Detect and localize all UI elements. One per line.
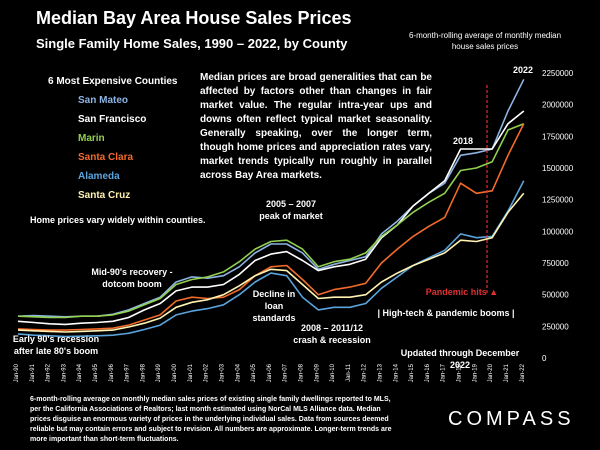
x-tick-label: Jan-97 bbox=[125, 363, 131, 382]
y-axis-ticks: 0 250000 500000 750000 1000000 1250000 1500000… bbox=[542, 69, 574, 363]
x-tick-label: Jan-19 bbox=[472, 363, 478, 382]
annotation-mid-90s: Mid-90's recovery - dotcom boom bbox=[91, 267, 173, 289]
annotation-2022: 2022 bbox=[512, 65, 534, 75]
y-tick-label: 1750000 bbox=[542, 132, 574, 141]
x-tick-label: Jan-03 bbox=[219, 363, 225, 382]
annotation-crash: 2008 – 2011/12 crash & recession bbox=[293, 323, 371, 345]
annotation-vary-widely: Home prices vary widely within counties. bbox=[30, 215, 206, 225]
annotation-2018: 2018 bbox=[452, 136, 474, 146]
x-tick-label: Jan-04 bbox=[235, 363, 241, 382]
legend-item-marin: Marin bbox=[78, 133, 105, 144]
legend: 6 Most Expensive Counties San Mateo San … bbox=[48, 72, 177, 205]
y-tick-label: 250000 bbox=[542, 322, 569, 331]
x-tick-label: Jan-21 bbox=[504, 363, 510, 382]
x-tick-label: Jan-22 bbox=[520, 363, 526, 382]
chart-subtitle: Single Family Home Sales, 1990 – 2022, b… bbox=[36, 36, 348, 51]
x-tick-label: Jan-93 bbox=[61, 363, 67, 382]
x-tick-label: Jan-01 bbox=[188, 363, 194, 382]
x-tick-label: Jan-90 bbox=[14, 363, 20, 382]
series-line-santa-cruz bbox=[17, 192, 525, 333]
x-tick-label: Jan-96 bbox=[109, 363, 115, 382]
legend-item-san-mateo: San Mateo bbox=[78, 95, 129, 106]
x-tick-label: Jan-18 bbox=[457, 363, 463, 382]
x-axis-ticks: Jan-90 Jan-91 Jan-92 Jan-93 Jan-94 Jan-95 Jan-… bbox=[14, 363, 526, 382]
annotation-pandemic: Pandemic hits ▲ bbox=[425, 287, 499, 297]
x-tick-label: Jan-95 bbox=[93, 363, 99, 382]
x-tick-label: Jan-12 bbox=[362, 363, 368, 382]
legend-title: 6 Most Expensive Counties bbox=[48, 76, 178, 87]
x-tick-label: Jan-09 bbox=[314, 363, 320, 382]
x-tick-label: Jan-16 bbox=[425, 363, 431, 382]
y-tick-label: 1000000 bbox=[542, 227, 574, 236]
y-tick-label: 1250000 bbox=[542, 196, 574, 205]
x-tick-label: Jan-10 bbox=[330, 363, 336, 382]
legend-item-alameda: Alameda bbox=[78, 171, 120, 182]
x-tick-label: Jan-14 bbox=[393, 363, 399, 382]
x-tick-label: Jan-15 bbox=[409, 363, 415, 382]
x-tick-label: Jan-00 bbox=[172, 363, 178, 382]
x-tick-label: Jan-98 bbox=[140, 363, 146, 382]
y-tick-label: 2000000 bbox=[542, 101, 574, 110]
x-tick-label: Jan-13 bbox=[378, 363, 384, 382]
y-tick-label: 0 bbox=[542, 354, 547, 363]
chart-title: Median Bay Area House Sales Prices bbox=[36, 8, 352, 28]
series-line-san-francisco bbox=[17, 110, 525, 326]
x-tick-label: Jan-02 bbox=[204, 363, 210, 382]
y-tick-label: 500000 bbox=[542, 291, 569, 300]
x-tick-label: Jan-07 bbox=[283, 363, 289, 382]
legend-item-san-francisco: San Francisco bbox=[78, 114, 147, 125]
x-tick-label: Jan-94 bbox=[77, 363, 83, 382]
x-tick-label: Jan-91 bbox=[30, 363, 36, 382]
y-tick-label: 1500000 bbox=[542, 164, 574, 173]
series-lines bbox=[17, 78, 525, 338]
info-text: Median prices are broad generalities tha… bbox=[200, 72, 432, 181]
legend-item-santa-cruz: Santa Cruz bbox=[78, 190, 131, 201]
series-line-marin bbox=[17, 122, 525, 319]
annotation-loan-standards: Decline in loan standards bbox=[252, 289, 296, 323]
x-tick-label: Jan-05 bbox=[251, 363, 257, 382]
x-tick-label: Jan-06 bbox=[267, 363, 273, 382]
x-tick-label: Jan-08 bbox=[298, 363, 304, 382]
series-line-santa-clara bbox=[17, 123, 525, 331]
legend-item-santa-clara: Santa Clara bbox=[78, 152, 134, 163]
annotation-updated: Updated through December 2022 bbox=[400, 348, 520, 370]
x-tick-label: Jan-11 bbox=[346, 363, 352, 382]
x-tick-label: Jan-17 bbox=[441, 363, 447, 382]
annotation-peak: 2005 – 2007 peak of market bbox=[259, 199, 323, 221]
y-tick-label: 2250000 bbox=[542, 69, 574, 78]
series-line-alameda bbox=[17, 180, 525, 338]
y-tick-label: 750000 bbox=[542, 259, 569, 268]
compass-logo: COMPASS bbox=[448, 408, 575, 430]
annotation-booms: | High-tech & pandemic booms | bbox=[377, 308, 515, 318]
annotation-early-90s: Early 90's recession after late 80's boo… bbox=[12, 334, 100, 356]
x-tick-label: Jan-20 bbox=[488, 363, 494, 382]
x-tick-label: Jan-92 bbox=[46, 363, 52, 382]
footnote: 6-month-rolling average on monthly media… bbox=[30, 396, 392, 443]
rolling-average-note: 6-month-rolling average of monthly media… bbox=[408, 31, 562, 51]
x-tick-label: Jan-99 bbox=[156, 363, 162, 382]
